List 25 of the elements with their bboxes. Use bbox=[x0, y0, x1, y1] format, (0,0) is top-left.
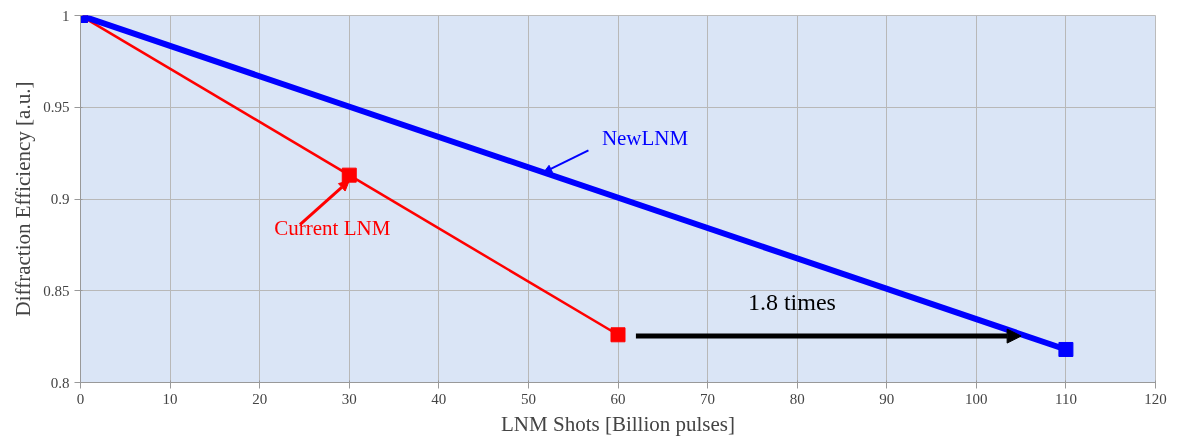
x-tick-label: 50 bbox=[520, 390, 536, 407]
x-tick-label: 100 bbox=[965, 390, 988, 407]
y-tick-label: 1 bbox=[62, 7, 70, 24]
x-axis-title: LNM Shots [Billion pulses] bbox=[501, 411, 735, 436]
annotation: 1.8 times bbox=[747, 288, 836, 315]
x-tick-label: 20 bbox=[252, 390, 268, 407]
x-tick-label: 120 bbox=[1144, 390, 1167, 407]
x-tick-label: 80 bbox=[789, 390, 805, 407]
x-tick-label: 110 bbox=[1054, 390, 1077, 407]
x-tick-label: 60 bbox=[610, 390, 626, 407]
y-axis-title: Diffraction Efficiency [a.u.] bbox=[11, 81, 36, 317]
series-label: NewLNM bbox=[601, 126, 689, 151]
x-tick-label: 10 bbox=[162, 390, 178, 407]
x-tick-label: 90 bbox=[879, 390, 895, 407]
point bbox=[610, 327, 626, 343]
y-tick-label: 0.9 bbox=[50, 191, 70, 207]
x-tick-label: 40 bbox=[431, 390, 447, 407]
legend-label: Current LNM bbox=[274, 216, 391, 241]
x-tick-label: 0 bbox=[76, 390, 85, 407]
y-tick-label: 0.8 bbox=[50, 374, 70, 391]
x-tick-label: 30 bbox=[341, 390, 357, 407]
point bbox=[341, 167, 357, 183]
y-tick-label: 0.85 bbox=[43, 282, 70, 299]
y-tick-label: 0.95 bbox=[43, 99, 70, 116]
x-tick-label: 70 bbox=[700, 390, 716, 407]
